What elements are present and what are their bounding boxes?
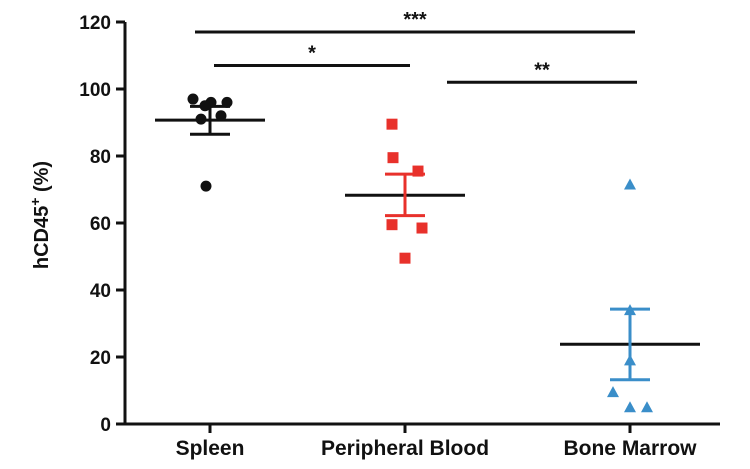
significance-label: ** xyxy=(534,59,550,81)
y-axis-title: hCD45+ (%) xyxy=(27,161,53,269)
x-category-label: Spleen xyxy=(176,437,245,460)
data-point xyxy=(215,110,227,122)
data-point xyxy=(187,93,199,105)
data-point xyxy=(386,118,398,130)
significance-label: *** xyxy=(403,9,427,31)
y-tick-label: 100 xyxy=(79,80,111,101)
y-tick-label: 0 xyxy=(100,415,111,436)
data-point xyxy=(199,100,211,112)
data-point xyxy=(624,304,636,316)
significance-label: * xyxy=(308,43,316,65)
x-category-label: Bone Marrow xyxy=(563,437,697,460)
data-point xyxy=(624,354,636,366)
y-tick-label: 120 xyxy=(79,13,111,34)
data-point xyxy=(387,152,399,164)
data-point xyxy=(386,219,398,231)
y-tick-label: 80 xyxy=(90,147,111,168)
data-point xyxy=(641,401,653,413)
data-point xyxy=(221,96,233,108)
data-point xyxy=(624,178,636,190)
series-square xyxy=(345,118,465,264)
data-point xyxy=(624,401,636,413)
data-point xyxy=(195,113,207,125)
series-triangle xyxy=(560,178,700,413)
data-point xyxy=(399,252,411,264)
y-tick-label: 20 xyxy=(90,348,111,369)
x-category-label: Peripheral Blood xyxy=(321,437,489,460)
y-tick-label: 60 xyxy=(90,214,111,235)
data-point xyxy=(607,386,619,398)
data-point xyxy=(200,180,212,192)
y-tick-label: 40 xyxy=(90,281,111,302)
data-point xyxy=(416,222,428,234)
series-circle xyxy=(155,93,265,192)
data-point xyxy=(412,165,424,177)
